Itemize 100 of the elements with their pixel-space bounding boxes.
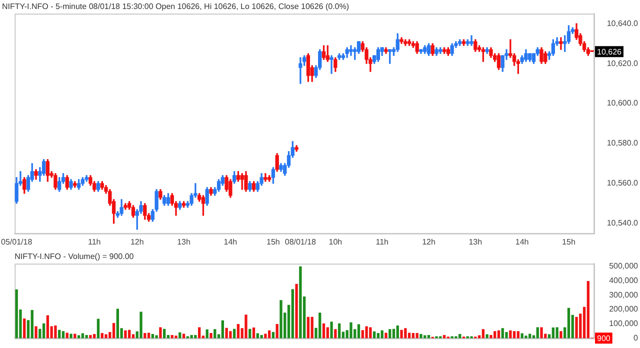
bar — [58, 330, 61, 338]
bar — [30, 310, 34, 338]
bar — [140, 312, 142, 338]
bar — [509, 330, 512, 338]
bar — [244, 314, 248, 338]
bar — [516, 331, 520, 338]
bar — [400, 330, 403, 338]
bar — [74, 334, 76, 338]
y-tick-label: 10,620.0 — [606, 58, 639, 68]
x-tick-label: 12h — [130, 237, 144, 246]
bar — [560, 331, 562, 338]
bar — [124, 330, 127, 338]
bar — [182, 334, 186, 338]
bar — [225, 328, 228, 338]
candlestick — [349, 45, 353, 56]
bar — [482, 329, 485, 338]
bar — [272, 332, 275, 338]
bar — [396, 326, 399, 338]
bar — [376, 332, 380, 338]
bar — [490, 335, 492, 338]
bar — [357, 324, 360, 338]
bar — [264, 334, 267, 338]
bar — [34, 326, 38, 338]
bar — [194, 335, 197, 338]
bar — [501, 328, 504, 338]
bar — [420, 334, 422, 338]
bar — [299, 266, 302, 338]
bar — [361, 330, 364, 338]
annotation: 10,626 — [597, 47, 622, 56]
bar — [116, 308, 120, 338]
bar — [198, 327, 201, 338]
y-tick-label: 400,000 — [609, 276, 639, 286]
x-tick-label: 13h — [468, 237, 482, 246]
bar — [248, 328, 252, 338]
candlestick — [298, 57, 302, 84]
y-tick-label: 10,560.0 — [606, 178, 639, 188]
bar — [334, 329, 337, 338]
x-tick-label: 11h — [88, 237, 101, 246]
bar — [416, 332, 418, 338]
candlestick — [559, 37, 563, 50]
bar — [155, 335, 158, 338]
bar — [520, 333, 524, 338]
bar — [104, 334, 108, 338]
bar — [388, 329, 392, 338]
bar — [144, 332, 146, 338]
bar — [575, 316, 578, 338]
bar — [210, 332, 212, 338]
bar — [392, 328, 396, 338]
y-tick-label: 300,000 — [609, 290, 639, 300]
bar — [190, 335, 193, 338]
bar — [276, 324, 278, 338]
bar — [42, 323, 46, 338]
bar — [322, 323, 326, 338]
bar — [232, 328, 236, 338]
bar — [163, 328, 166, 338]
bar — [147, 332, 150, 338]
bar — [512, 331, 516, 338]
x-tick-label: 08/01/18 — [284, 237, 317, 246]
bar — [326, 327, 329, 338]
bar — [214, 329, 216, 338]
bar — [350, 322, 352, 338]
bar — [268, 330, 271, 338]
bar — [291, 289, 294, 338]
bar — [486, 334, 488, 338]
bar — [505, 332, 508, 338]
bar — [384, 332, 388, 338]
x-tick-label: 14h — [224, 237, 238, 246]
bar — [586, 281, 590, 338]
y-tick-label: 10,640.0 — [606, 18, 639, 28]
bar — [412, 332, 415, 338]
chart-title: NIFTY-I.NFO - Volume() = 900.00 — [14, 252, 134, 262]
bar — [494, 331, 496, 338]
bar — [89, 335, 92, 338]
bar — [62, 331, 65, 338]
bar — [524, 336, 528, 338]
bar — [229, 331, 232, 338]
bar — [556, 327, 558, 338]
y-tick-label: 500,000 — [609, 262, 639, 271]
bar — [380, 330, 384, 338]
candlestick — [330, 55, 334, 74]
x-tick-label: 12h — [422, 237, 436, 246]
bar — [369, 327, 372, 338]
bar — [310, 316, 314, 338]
bar — [404, 328, 407, 338]
bar — [46, 315, 50, 338]
bar — [128, 330, 131, 338]
bar — [280, 300, 282, 338]
bar — [206, 329, 208, 338]
y-tick-label: 10,540.0 — [606, 218, 639, 228]
y-tick-label: 10,600.0 — [606, 98, 639, 108]
bar — [252, 328, 256, 338]
y-tick-label: 0 — [634, 333, 639, 342]
bar — [540, 327, 543, 338]
x-tick-label: 15h — [562, 237, 576, 246]
bar — [96, 318, 100, 338]
y-tick-label: 100,000 — [609, 319, 639, 328]
bar — [330, 322, 333, 338]
bar — [365, 326, 368, 338]
bar — [66, 332, 68, 338]
bar — [497, 330, 500, 338]
